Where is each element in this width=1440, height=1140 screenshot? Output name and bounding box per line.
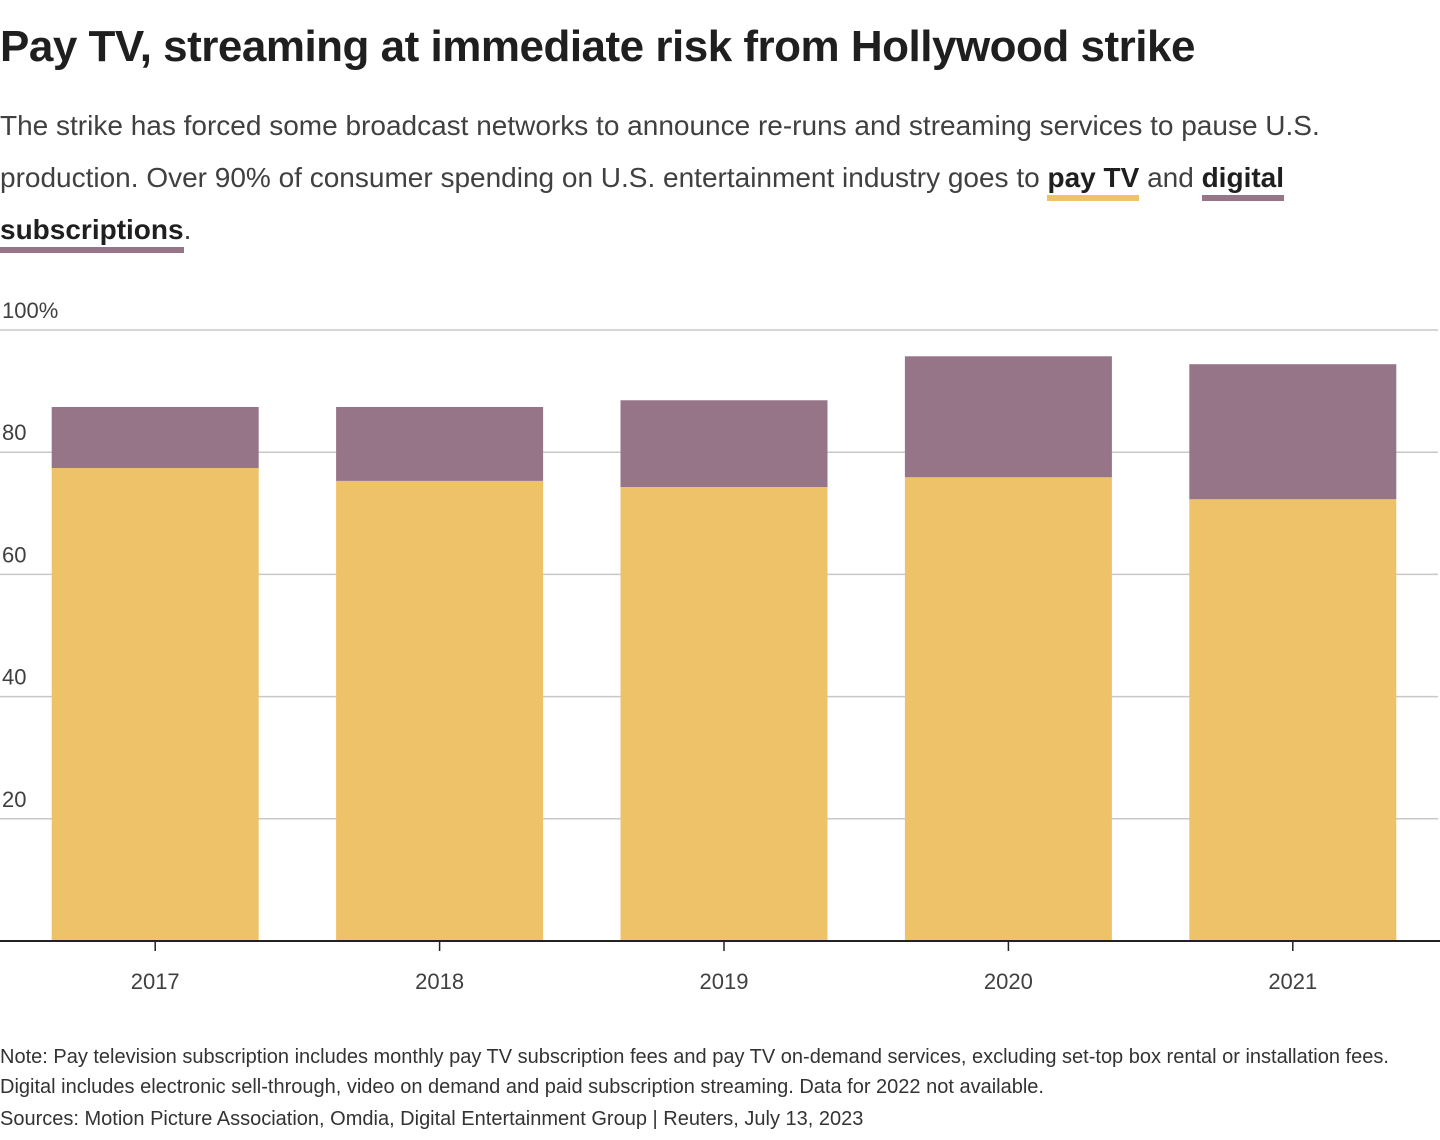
x-tick-label: 2019 <box>700 969 749 994</box>
chart-title: Pay TV, streaming at immediate risk from… <box>0 22 1195 71</box>
x-tick-label: 2017 <box>131 969 180 994</box>
x-axis-labels: 2017 2018 2019 2020 2021 <box>131 969 1318 994</box>
x-axis-ticks <box>154 941 1294 951</box>
bar-group-2017 <box>51 406 259 941</box>
bar-group-2019 <box>620 400 828 941</box>
bar-pay-tv-2017 <box>51 468 259 941</box>
y-axis-labels: 20 40 60 80 100% <box>2 298 58 812</box>
bar-group-2020 <box>904 356 1112 941</box>
bar-pay-tv-2019 <box>620 487 828 941</box>
x-tick-label: 2021 <box>1268 969 1317 994</box>
bar-digital-subscriptions-2021 <box>1189 364 1397 500</box>
chart-subtitle: The strike has forced some broadcast net… <box>0 100 1400 256</box>
chart-note: Note: Pay television subscription includ… <box>0 1046 1389 1098</box>
y-tick-label: 40 <box>2 665 26 690</box>
bar-pay-tv-2020 <box>904 477 1112 941</box>
legend-digital-subscriptions: digital subscriptions <box>0 162 1285 253</box>
bar-digital-subscriptions-2017 <box>51 406 259 469</box>
y-tick-label: 60 <box>2 542 26 567</box>
subtitle-lead: The strike has forced some broadcast net… <box>0 110 1320 193</box>
bar-group-2021 <box>1189 364 1397 941</box>
bar-digital-subscriptions-2018 <box>336 406 544 481</box>
bar-pay-tv-2018 <box>336 480 544 941</box>
legend-pay-tv: pay TV <box>1047 162 1140 201</box>
bar-group-2018 <box>336 406 544 941</box>
x-tick-label: 2020 <box>984 969 1033 994</box>
stacked-bar-chart: 20 40 60 80 100% 2017 2018 2019 2020 2021 <box>0 298 1440 994</box>
subtitle-end: . <box>183 214 192 245</box>
x-tick-label: 2018 <box>415 969 464 994</box>
bar-pay-tv-2021 <box>1189 499 1397 941</box>
y-tick-label: 80 <box>2 420 26 445</box>
bar-digital-subscriptions-2019 <box>620 400 828 488</box>
bars <box>51 356 1397 941</box>
chart-source: Sources: Motion Picture Association, Omd… <box>0 1108 864 1130</box>
y-tick-label: 100% <box>2 298 58 323</box>
bar-digital-subscriptions-2020 <box>904 356 1112 478</box>
subtitle-and: and <box>1139 162 1202 193</box>
y-tick-label: 20 <box>2 787 26 812</box>
